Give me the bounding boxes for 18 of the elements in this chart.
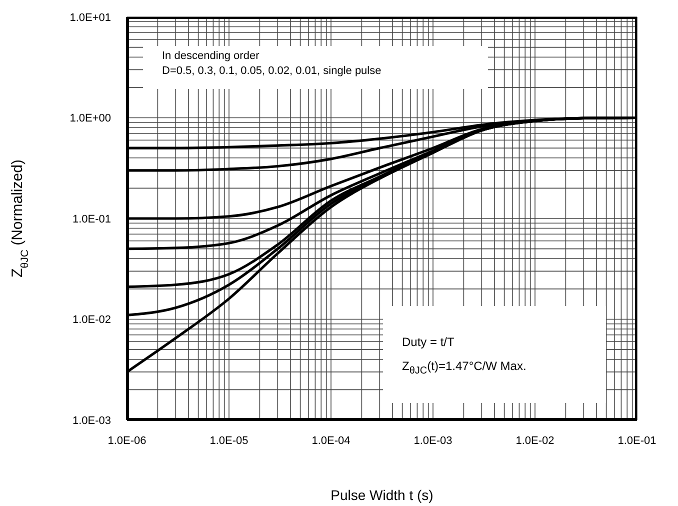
y-tick-label: 1.0E-02: [72, 314, 111, 326]
annotation: In descending order: [162, 49, 260, 64]
x-tick-label: 1.0E-01: [618, 434, 656, 447]
x-tick-label: 1.0E-06: [108, 434, 146, 447]
x-tick-label: 1.0E-04: [312, 434, 350, 447]
annotation: D=0.5, 0.3, 0.1, 0.05, 0.02, 0.01, single pulse: [162, 64, 382, 79]
note-box: Duty = t/T Z$_{θJC}$(t)=1.47°C/W Max.: [383, 306, 606, 403]
y-tick-label: 1.0E-03: [72, 414, 111, 427]
y-tick-label: 1.0E-01: [72, 213, 111, 226]
note-box: In descending order D=0.5, 0.3, 0.1, 0.05, 0.02, 0.01, single pulse: [143, 46, 488, 89]
annotation: Z$_{θJC}$(t)=1.47°C/W Max.: [402, 358, 528, 378]
x-tick-label: 1.0E-02: [516, 434, 554, 447]
x-axis-title: Pulse Width t (s): [330, 487, 434, 503]
x-tick-label: 1.0E-05: [210, 434, 248, 447]
y-tick-label: 1.0E+00: [70, 112, 111, 125]
x-tick-label: 1.0E-03: [414, 434, 452, 447]
annotation: Duty = t/T: [402, 334, 456, 351]
y-tick-label: 1.0E+01: [70, 12, 111, 24]
